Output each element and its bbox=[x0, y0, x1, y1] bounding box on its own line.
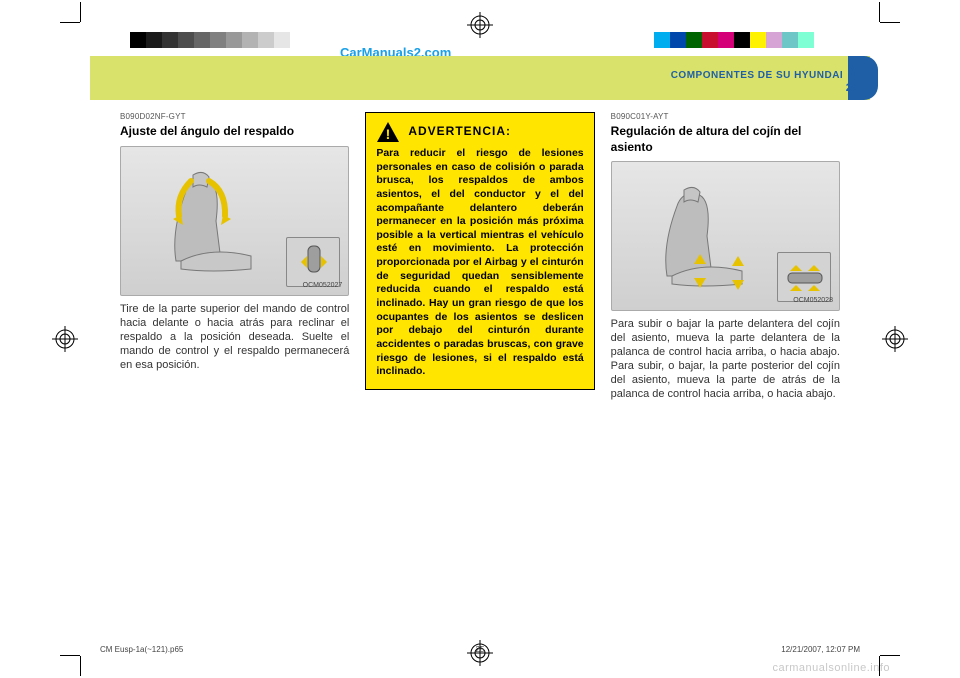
grayscale-color-bar bbox=[130, 32, 306, 48]
seat-illustration bbox=[151, 161, 271, 281]
footer: CM Eusp-1a(~121).p65 25 12/21/2007, 12:0… bbox=[100, 645, 860, 654]
page-number: 25 bbox=[846, 82, 858, 94]
registration-target-icon bbox=[882, 326, 908, 352]
crop-mark bbox=[80, 656, 81, 676]
footer-page: 25 bbox=[476, 645, 485, 654]
swatch bbox=[782, 32, 798, 48]
content-area: B090D02NF-GYT Ajuste del ángulo del resp… bbox=[120, 112, 840, 598]
swatch bbox=[162, 32, 178, 48]
warning-title: ADVERTENCIA: bbox=[408, 124, 511, 140]
manual-page: CarManuals2.com COMPONENTES DE SU HYUNDA… bbox=[0, 0, 960, 678]
control-inset bbox=[286, 237, 340, 287]
swatch bbox=[130, 32, 146, 48]
control-inset bbox=[777, 252, 831, 302]
section-title: COMPONENTES DE SU HYUNDAI bbox=[671, 70, 844, 81]
swatch bbox=[226, 32, 242, 48]
heading-height: Regulación de altura del cojín del asien… bbox=[611, 124, 840, 155]
registration-target-icon bbox=[52, 326, 78, 352]
crop-mark bbox=[60, 22, 80, 23]
registration-target-icon bbox=[467, 12, 493, 38]
footer-filename: CM Eusp-1a(~121).p65 bbox=[100, 645, 183, 654]
swatch bbox=[146, 32, 162, 48]
body-text-recline: Tire de la parte superior del mando de c… bbox=[120, 302, 349, 372]
header-band: COMPONENTES DE SU HYUNDAI 1 25 bbox=[90, 56, 870, 100]
crop-mark bbox=[80, 2, 81, 22]
crop-mark bbox=[879, 2, 880, 22]
figure-height: OCM052028 bbox=[611, 161, 840, 311]
swatch bbox=[766, 32, 782, 48]
warning-triangle-icon: ! bbox=[376, 121, 400, 143]
process-color-bar bbox=[654, 32, 830, 48]
column-left: B090D02NF-GYT Ajuste del ángulo del resp… bbox=[120, 112, 349, 598]
crop-mark bbox=[880, 655, 900, 656]
swatch bbox=[290, 32, 306, 48]
swatch bbox=[178, 32, 194, 48]
column-center: ! ADVERTENCIA: Para reducir el riesgo de… bbox=[365, 112, 594, 598]
heading-recline: Ajuste del ángulo del respaldo bbox=[120, 124, 349, 139]
footer-timestamp: 12/21/2007, 12:07 PM bbox=[781, 645, 860, 654]
swatch bbox=[798, 32, 814, 48]
swatch bbox=[814, 32, 830, 48]
crop-mark bbox=[880, 22, 900, 23]
figure-recline: OCM052027 bbox=[120, 146, 349, 296]
swatch bbox=[194, 32, 210, 48]
header-text: COMPONENTES DE SU HYUNDAI 1 bbox=[671, 62, 858, 83]
warning-body: Para reducir el riesgo de lesiones perso… bbox=[376, 147, 583, 379]
swatch bbox=[654, 32, 670, 48]
column-right: B090C01Y-AYT Regulación de altura del co… bbox=[611, 112, 840, 598]
swatch bbox=[718, 32, 734, 48]
swatch bbox=[274, 32, 290, 48]
ref-code: B090D02NF-GYT bbox=[120, 112, 349, 122]
figure-label: OCM052028 bbox=[793, 297, 833, 306]
body-text-height: Para subir o bajar la parte delantera de… bbox=[611, 317, 840, 401]
swatch bbox=[258, 32, 274, 48]
ref-code: B090C01Y-AYT bbox=[611, 112, 840, 122]
warning-box: ! ADVERTENCIA: Para reducir el riesgo de… bbox=[365, 112, 594, 390]
svg-text:!: ! bbox=[386, 126, 391, 142]
swatch bbox=[242, 32, 258, 48]
warning-header: ! ADVERTENCIA: bbox=[376, 121, 583, 143]
swatch bbox=[702, 32, 718, 48]
swatch bbox=[210, 32, 226, 48]
bottom-watermark: carmanualsonline.info bbox=[772, 662, 890, 674]
swatch bbox=[670, 32, 686, 48]
crop-mark bbox=[60, 655, 80, 656]
figure-label: OCM052027 bbox=[303, 282, 343, 291]
swatch bbox=[750, 32, 766, 48]
swatch bbox=[686, 32, 702, 48]
seat-illustration bbox=[642, 176, 762, 296]
chapter-number: 1 bbox=[848, 62, 858, 82]
swatch bbox=[734, 32, 750, 48]
